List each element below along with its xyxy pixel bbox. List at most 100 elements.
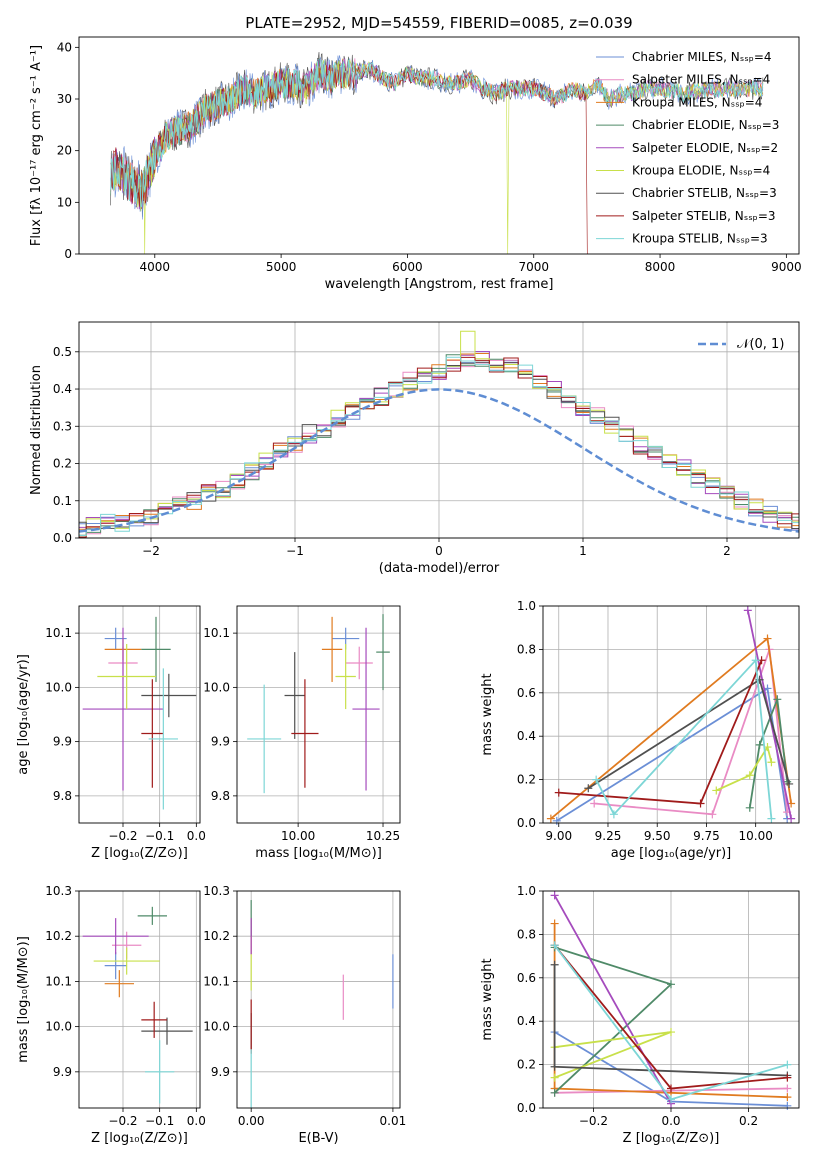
chart5-marker (755, 740, 764, 749)
chart6-xtick-label: −0.1 (145, 1114, 174, 1128)
chart5-ylabel: mass weight (480, 673, 495, 755)
chart5-marker (787, 814, 796, 823)
chart7-xlabel: E(B-V) (298, 1131, 338, 1146)
chart4-xtick-label: 10.00 (281, 829, 315, 843)
chart3-ytick-label: 9.8 (53, 789, 72, 803)
chart4-ytick-label: 9.9 (211, 735, 230, 749)
chart2-ylabel: Normed distribution (29, 365, 44, 495)
chart5-xtick-label: 9.50 (644, 829, 671, 843)
chart1-ytick-label: 30 (57, 92, 72, 106)
chart5-marker (763, 634, 772, 643)
chart3-ytick-label: 10.0 (45, 680, 72, 694)
chart8-marker (550, 891, 559, 900)
chart2-xlabel: (data-model)/error (379, 561, 500, 576)
chart1-xlabel: wavelength [Angstrom, rest frame] (325, 277, 554, 292)
chart6-ytick-label: 10.0 (45, 1020, 72, 1034)
chart5-ytick-label: 0.4 (517, 729, 536, 743)
chart8-marker (783, 1101, 792, 1110)
chart2-ytick-label: 0.4 (53, 382, 72, 396)
chart1-legend-label: Kroupa MILES, Nₛₛₚ=4 (632, 95, 762, 109)
chart6-ylabel: mass [log₁₀(M/M⊙)] (16, 936, 31, 1063)
chart5-marker (584, 784, 593, 793)
chart5-ytick-label: 0.2 (517, 773, 536, 787)
chart8-marker (550, 919, 559, 928)
chart1-legend-label: Chabrier MILES, Nₛₛₚ=4 (632, 50, 772, 64)
chart4-xtick-label: 10.25 (366, 829, 400, 843)
chart5-marker (712, 786, 721, 795)
chart2-ytick-label: 0.0 (53, 531, 72, 545)
chart1-legend-label: Salpeter STELIB, Nₛₛₚ=3 (632, 209, 776, 223)
chart1-xtick-label: 8000 (645, 260, 676, 274)
chart5-xtick-label: 9.25 (595, 829, 622, 843)
chart5-marker (785, 779, 794, 788)
chart7-ytick-label: 10.0 (203, 1020, 230, 1034)
chart2-ytick-label: 0.5 (53, 345, 72, 359)
chart1-legend-label: Chabrier ELODIE, Nₛₛₚ=3 (632, 118, 779, 132)
chart1-legend-label: Kroupa ELODIE, Nₛₛₚ=4 (632, 164, 770, 178)
chart2-histogram (79, 361, 799, 530)
chart2-legend-label: 𝒩(0, 1) (737, 337, 784, 352)
chart2-histogram (79, 356, 799, 536)
chart1-legend-label: Salpeter ELODIE, Nₛₛₚ=2 (632, 141, 778, 155)
chart5-xtick-label: 9.75 (693, 829, 720, 843)
chart5-marker (546, 814, 555, 823)
chart5-series-line (748, 698, 789, 808)
chart5-marker (745, 771, 754, 780)
chart8-marker (550, 960, 559, 969)
chart8-ylabel: mass weight (480, 958, 495, 1040)
chart1-xtick-label: 4000 (140, 260, 171, 274)
chart8-ytick-label: 0.4 (517, 1014, 536, 1028)
chart8-marker (550, 1062, 559, 1071)
chart5-marker (696, 799, 705, 808)
chart1-ytick-label: 10 (57, 195, 72, 209)
chart8-ytick-label: 0.6 (517, 971, 536, 985)
chart6-frame (78, 890, 201, 1109)
chart1-ytick-label: 0 (64, 247, 72, 261)
chart1-series-line (110, 59, 764, 208)
chart8-ytick-label: 1.0 (517, 884, 536, 898)
chart5-marker (745, 803, 754, 812)
chart1-legend-label: Kroupa STELIB, Nₛₛₚ=3 (632, 232, 768, 246)
chart7-ytick-label: 10.2 (203, 929, 230, 943)
chart5-marker (743, 606, 752, 615)
chart5-marker (552, 816, 561, 825)
chart6-ytick-label: 10.3 (45, 884, 72, 898)
chart1-xtick-label: 7000 (518, 260, 549, 274)
chart5-xtick-label: 10.00 (738, 829, 772, 843)
chart5-marker (609, 810, 618, 819)
chart1-series-line (110, 62, 589, 254)
chart1-series-line (110, 59, 764, 254)
chart4-ytick-label: 10.1 (203, 626, 230, 640)
chart1-legend-label: Chabrier STELIB, Nₛₛₚ=3 (632, 186, 777, 200)
chart1-ytick-label: 40 (57, 40, 72, 54)
chart8-marker (667, 1095, 675, 1104)
chart2-xtick-label: 0 (435, 544, 443, 558)
chart2-ytick-label: 0.1 (53, 494, 72, 508)
chart3-ylabel: age [log₁₀(age/yr)] (16, 654, 31, 775)
chart2-xtick-label: −1 (286, 544, 304, 558)
chart5-marker (708, 810, 717, 819)
chart5-frame (542, 605, 800, 824)
chart5-marker (751, 656, 760, 665)
chart6-xtick-label: 0.0 (187, 1114, 206, 1128)
chart8-marker (783, 1073, 792, 1082)
chart2-ytick-label: 0.3 (53, 419, 72, 433)
chart3-xtick-label: −0.1 (145, 829, 174, 843)
chart8-xtick-label: −0.2 (579, 1114, 608, 1128)
chart8-xtick-label: 0.0 (661, 1114, 680, 1128)
chart6-xlabel: Z [log₁₀(Z/Z⊙)] (91, 1131, 188, 1146)
chart8-marker (667, 1028, 675, 1037)
chart5-series-line (715, 744, 773, 792)
chart7-xtick-label: 0.01 (380, 1114, 407, 1128)
chart2-ytick-label: 0.2 (53, 457, 72, 471)
chart6-xtick-label: −0.2 (108, 1114, 137, 1128)
chart8-marker (550, 1088, 559, 1097)
chart1-xtick-label: 5000 (266, 260, 297, 274)
chart5-ytick-label: 0.6 (517, 686, 536, 700)
chart1-legend-label: Salpeter MILES, Nₛₛₚ=4 (632, 73, 770, 87)
chart8-frame (542, 890, 800, 1109)
chart4-xlabel: mass [log₁₀(M/M⊙)] (255, 846, 382, 861)
chart5-series-line (558, 659, 763, 805)
chart2-histogram (79, 330, 799, 537)
